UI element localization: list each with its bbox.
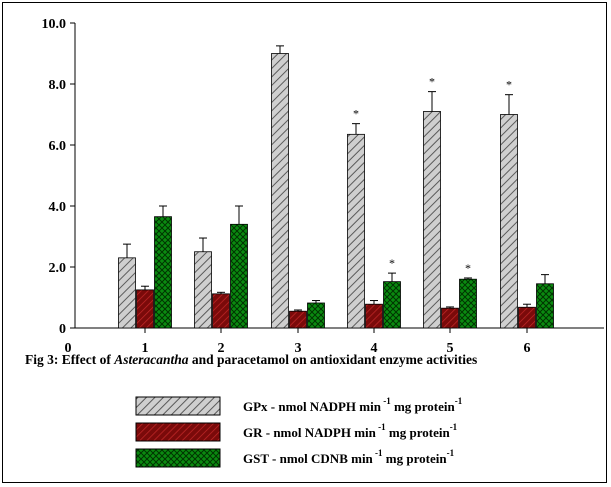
bar-gst xyxy=(230,223,248,329)
bar-gpx xyxy=(118,257,136,329)
x-ticks: 0 1 2 3 4 5 6 xyxy=(65,328,531,356)
bar-gr xyxy=(289,310,307,329)
legend-swatch-gpx xyxy=(135,396,221,416)
error-bars xyxy=(123,45,549,312)
bar-gst xyxy=(536,283,554,329)
significance-star: * xyxy=(389,256,395,270)
bar-gpx xyxy=(194,251,212,329)
figure-caption: Fig 3: Effect of Asteracantha and parace… xyxy=(25,352,477,367)
bar-gst xyxy=(459,278,477,329)
significance-star: * xyxy=(429,75,435,89)
x-tick-label: 3 xyxy=(295,341,302,356)
bar-gr xyxy=(518,306,536,329)
legend-swatch-gr xyxy=(135,422,221,442)
y-ticks: 0 2.0 4.0 6.0 8.0 10.0 xyxy=(42,17,75,337)
bar-gpx xyxy=(347,133,365,329)
bar-gpx xyxy=(500,114,518,329)
bars xyxy=(118,53,554,329)
legend-swatch-gst xyxy=(135,448,221,468)
bar-gst xyxy=(383,281,401,329)
x-tick-label: 6 xyxy=(524,341,531,356)
bar-gpx xyxy=(271,53,289,329)
x-tick-label: 1 xyxy=(142,341,149,356)
bar-gr xyxy=(212,293,230,329)
y-tick-label: 2.0 xyxy=(49,261,67,276)
significance-markers: * * * * * xyxy=(353,75,512,275)
bar-gr xyxy=(441,307,459,329)
legend-label-gpx: GPx - nmol NADPH min -1 mg protein-1 xyxy=(243,396,463,414)
legend-label-gst: GST - nmol CDNB min -1 mg protein-1 xyxy=(243,448,455,466)
x-origin-label: 0 xyxy=(65,341,72,356)
y-tick-label: 8.0 xyxy=(49,78,67,93)
significance-star: * xyxy=(353,107,359,121)
legend-label-gr: GR - nmol NADPH min -1 mg protein-1 xyxy=(243,422,458,440)
y-tick-label: 0 xyxy=(59,322,66,337)
bar-gpx xyxy=(423,111,441,329)
y-tick-label: 6.0 xyxy=(49,139,67,154)
x-tick-label: 5 xyxy=(447,341,454,356)
y-tick-label: 10.0 xyxy=(42,17,67,32)
x-tick-label: 4 xyxy=(371,341,378,356)
legend: GPx - nmol NADPH min -1 mg protein-1 GR -… xyxy=(135,396,463,468)
significance-star: * xyxy=(465,261,471,275)
bar-gr xyxy=(136,289,154,329)
bar-gst xyxy=(307,302,325,329)
bar-gst xyxy=(154,216,172,329)
bar-gr xyxy=(365,303,383,329)
y-tick-label: 4.0 xyxy=(49,200,67,215)
x-tick-label: 2 xyxy=(218,341,225,356)
significance-star: * xyxy=(506,78,512,92)
